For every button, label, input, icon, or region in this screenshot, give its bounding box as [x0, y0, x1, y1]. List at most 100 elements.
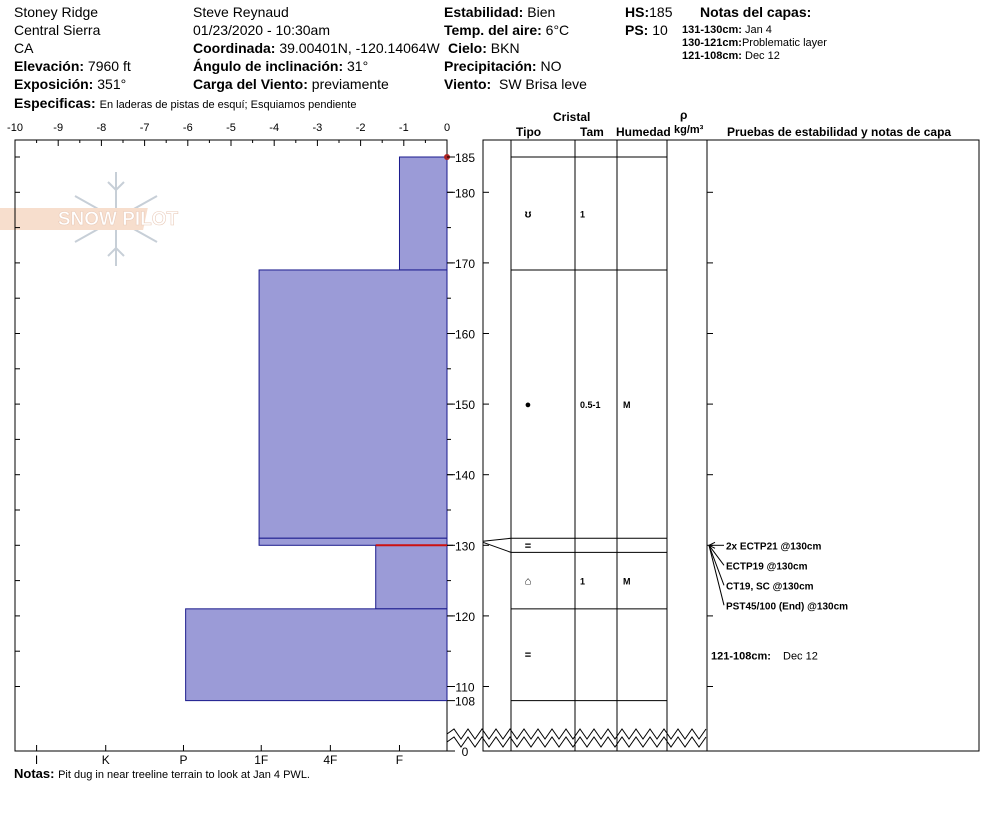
test-pointer-line: [708, 545, 725, 586]
depth-label: 110: [455, 681, 474, 695]
logo-banner: [0, 208, 148, 230]
ps-label: PS:: [625, 22, 649, 38]
top-axis-label: -7: [140, 122, 150, 134]
aspect-field: Exposición: 351°: [14, 75, 126, 93]
top-axis-label: -10: [7, 122, 23, 134]
wind-label: Viento:: [444, 76, 492, 92]
tipo-header: Tipo: [516, 125, 542, 139]
precip-field: Precipitación: NO: [444, 57, 561, 75]
elevation-label: Elevación:: [14, 58, 85, 74]
notes-value: Pit dug in near treeline terrain to look…: [58, 769, 310, 781]
test-pointer-line: [708, 544, 725, 566]
wind-load-field: Carga del Viento: previamente: [193, 75, 389, 93]
tests-header: Pruebas de estabilidad y notas de capa: [727, 125, 952, 139]
layer-note-item: 130-121cm:Problematic layer: [682, 37, 827, 50]
air-temp-label: Temp. del aire:: [444, 22, 542, 38]
state-name: CA: [14, 40, 34, 56]
hardness-label: P: [179, 753, 187, 767]
grain-size: 1: [580, 209, 585, 219]
stability-tests: 2x ECTP21 @130cm ECTP19 @130cm CT19, SC @1…: [708, 541, 848, 663]
stability-test-label: PST45/100 (End) @130cm: [726, 601, 848, 612]
coordinate-value: 39.00401N, -120.14064W: [279, 40, 440, 56]
hardness-label: I: [35, 753, 38, 767]
elevation-field: Elevación: 7960 ft: [14, 57, 131, 75]
top-axis: -10 -9 -8 -7 -6 -5 -4 -3 -2 -1 0: [7, 122, 450, 146]
crystal-table-frame: [482, 139, 980, 752]
top-axis-label: -2: [356, 122, 366, 134]
stability-test-label: 2x ECTP21 @130cm: [726, 541, 821, 552]
precip-value: NO: [540, 58, 562, 74]
stability-label: Estabilidad:: [444, 4, 524, 20]
location-name: Stoney Ridge: [14, 4, 99, 20]
top-axis-label: -6: [183, 122, 193, 134]
grain-type-icon: =: [525, 540, 531, 552]
tam-header: Tam: [580, 125, 604, 139]
stability-test-label: ECTP19 @130cm: [726, 561, 808, 572]
layer-note-item: 121-108cm: Dec 12: [682, 50, 827, 63]
depth-label: 0: [462, 745, 469, 759]
axis-break-line: [446, 728, 707, 740]
incline-label: Ángulo de inclinación:: [193, 58, 344, 74]
bottom-axis: I K P 1F 4F F: [35, 745, 403, 767]
layer-note-text: Problematic layer: [741, 37, 827, 49]
incline-value: 31°: [347, 58, 369, 74]
notes-label: Notas:: [14, 766, 55, 781]
top-axis-label: -9: [53, 122, 63, 134]
depth-label: 185: [455, 151, 475, 165]
specifics-value: En laderas de pistas de esquí; Esquiamos…: [99, 99, 357, 111]
depth-label: 140: [455, 469, 475, 483]
stability-value: Bien: [527, 4, 556, 20]
sky-field: Cielo: BKN: [448, 39, 520, 57]
logo-text: SNOW PILOT: [58, 209, 179, 230]
depth-label: 170: [455, 257, 475, 271]
top-axis-label: -4: [269, 122, 279, 134]
hardness-label: 4F: [323, 753, 337, 767]
humedad-header: Humedad: [616, 125, 671, 139]
axis-break-line: [446, 736, 707, 748]
top-axis-label: -3: [313, 122, 323, 134]
density-symbol: ρ: [680, 108, 688, 122]
wind-field: Viento: SW Brisa leve: [444, 75, 587, 93]
depth-label: 130: [455, 539, 475, 553]
layer-notes-list: 131-130cm: Jan 4 130-121cm:Problematic l…: [682, 24, 827, 63]
layer-bar: [185, 608, 448, 702]
incline-field: Ángulo de inclinación: 31°: [193, 57, 368, 75]
precip-label: Precipitación:: [444, 58, 537, 74]
top-axis-label: -8: [97, 122, 107, 134]
density-unit: kg/m³: [674, 124, 704, 136]
depth-axis: 110 120 130 140 150 160 170 180 0 108 185: [446, 151, 707, 759]
aspect-value: 351°: [97, 76, 127, 92]
range-name: Central Sierra: [14, 22, 101, 38]
layer-note-range: 131-130cm:: [682, 24, 742, 36]
test-pointer-line: [708, 545, 725, 606]
stability-test-label: CT19, SC @130cm: [726, 581, 814, 592]
grain-type-icon: ●: [525, 399, 532, 411]
layer-note-range: 121-108cm:: [682, 50, 742, 62]
depth-label: 160: [455, 328, 475, 342]
air-temp-field: Temp. del aire: 6°C: [444, 21, 569, 39]
hardness-label: 1F: [254, 753, 268, 767]
layer-note-range: 121-108cm:: [711, 651, 771, 663]
layer-note-item: 131-130cm: Jan 4: [682, 24, 827, 37]
observation-datetime: 01/23/2020 - 10:30am: [193, 22, 330, 38]
coordinate-label: Coordinada:: [193, 40, 276, 56]
top-axis-label: 0: [444, 122, 450, 134]
left-axis: [15, 156, 20, 687]
stability-field: Estabilidad: Bien: [444, 3, 555, 21]
ps-value: 10: [652, 22, 668, 38]
layer-note-text: Dec 12: [783, 651, 818, 663]
top-axis-label: -5: [226, 122, 236, 134]
specifics-label: Especificas:: [14, 95, 96, 111]
layer-bar: [258, 537, 448, 546]
grain-type-icon: ʊ: [525, 208, 532, 220]
grain-size: 1: [580, 577, 585, 587]
ps-field: PS: 10: [625, 21, 668, 39]
hs-value: 185: [649, 4, 673, 20]
depth-label: 150: [455, 398, 475, 412]
layer-notes-title: Notas del capas:: [700, 4, 812, 20]
grain-type-icon: ⌂: [525, 576, 532, 588]
sky-value: BKN: [490, 40, 520, 56]
depth-label: 108: [455, 695, 475, 709]
layer-note-text: Jan 4: [745, 24, 772, 36]
layer-note-text: Dec 12: [745, 50, 780, 62]
